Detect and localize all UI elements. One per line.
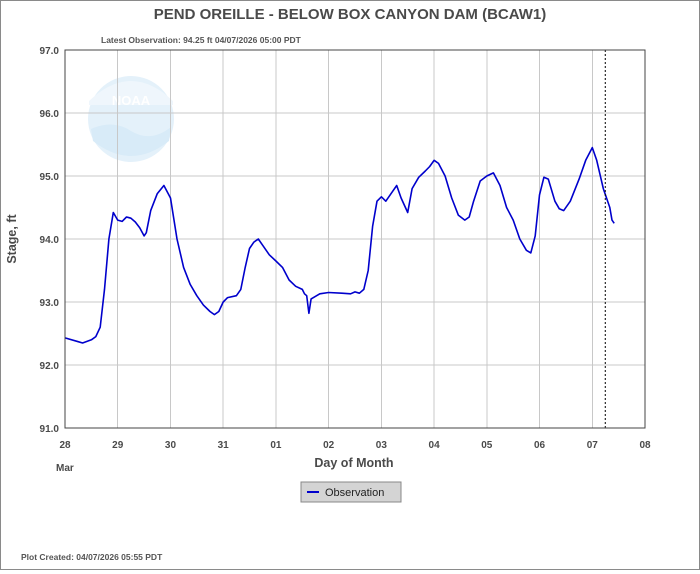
legend-label: Observation (325, 487, 384, 499)
chart-title: PEND OREILLE - BELOW BOX CANYON DAM (BCA… (154, 6, 547, 23)
x-tick-label: 05 (481, 440, 493, 451)
plot-border (64, 49, 646, 429)
x-tick-label: 01 (270, 440, 282, 451)
y-tick-label: 94.0 (40, 235, 60, 246)
x-tick-label: 07 (587, 440, 599, 451)
y-axis-label: Stage, ft (5, 214, 19, 264)
observation-series-line (64, 146, 615, 344)
x-axis-label: Day of Month (314, 456, 393, 470)
legend-box (300, 481, 402, 503)
noaa-logo-text: NOAA (112, 93, 151, 108)
legend: Observation (300, 481, 402, 503)
x-tick-label: 02 (323, 440, 335, 451)
x-tick-label: 04 (429, 440, 441, 451)
y-tick-label: 97.0 (40, 46, 60, 57)
latest-observation: Latest Observation: 94.25 ft 04/07/2026 … (101, 35, 302, 45)
x-tick-label: 03 (376, 440, 388, 451)
y-tick-label: 96.0 (40, 109, 60, 120)
plot-created: Plot Created: 04/07/2026 05:55 PDT (21, 552, 163, 562)
y-tick-labels: 91.0 92.0 93.0 94.0 95.0 96.0 97.0 (40, 46, 60, 435)
x-tick-label: 31 (218, 440, 230, 451)
x-tick-labels: 28 29 30 31 01 02 03 04 05 06 07 08 (59, 440, 651, 451)
month-label: Mar (56, 463, 74, 474)
x-tick-label: 30 (165, 440, 177, 451)
noaa-logo-icon: NOAA (88, 76, 174, 162)
x-tick-label: 28 (59, 440, 71, 451)
x-tick-label: 06 (534, 440, 546, 451)
y-tick-label: 91.0 (40, 424, 60, 435)
y-tick-label: 92.0 (40, 361, 60, 372)
y-tick-label: 95.0 (40, 172, 60, 183)
x-tick-label: 29 (112, 440, 124, 451)
x-tick-label: 08 (639, 440, 651, 451)
y-tick-label: 93.0 (40, 298, 60, 309)
